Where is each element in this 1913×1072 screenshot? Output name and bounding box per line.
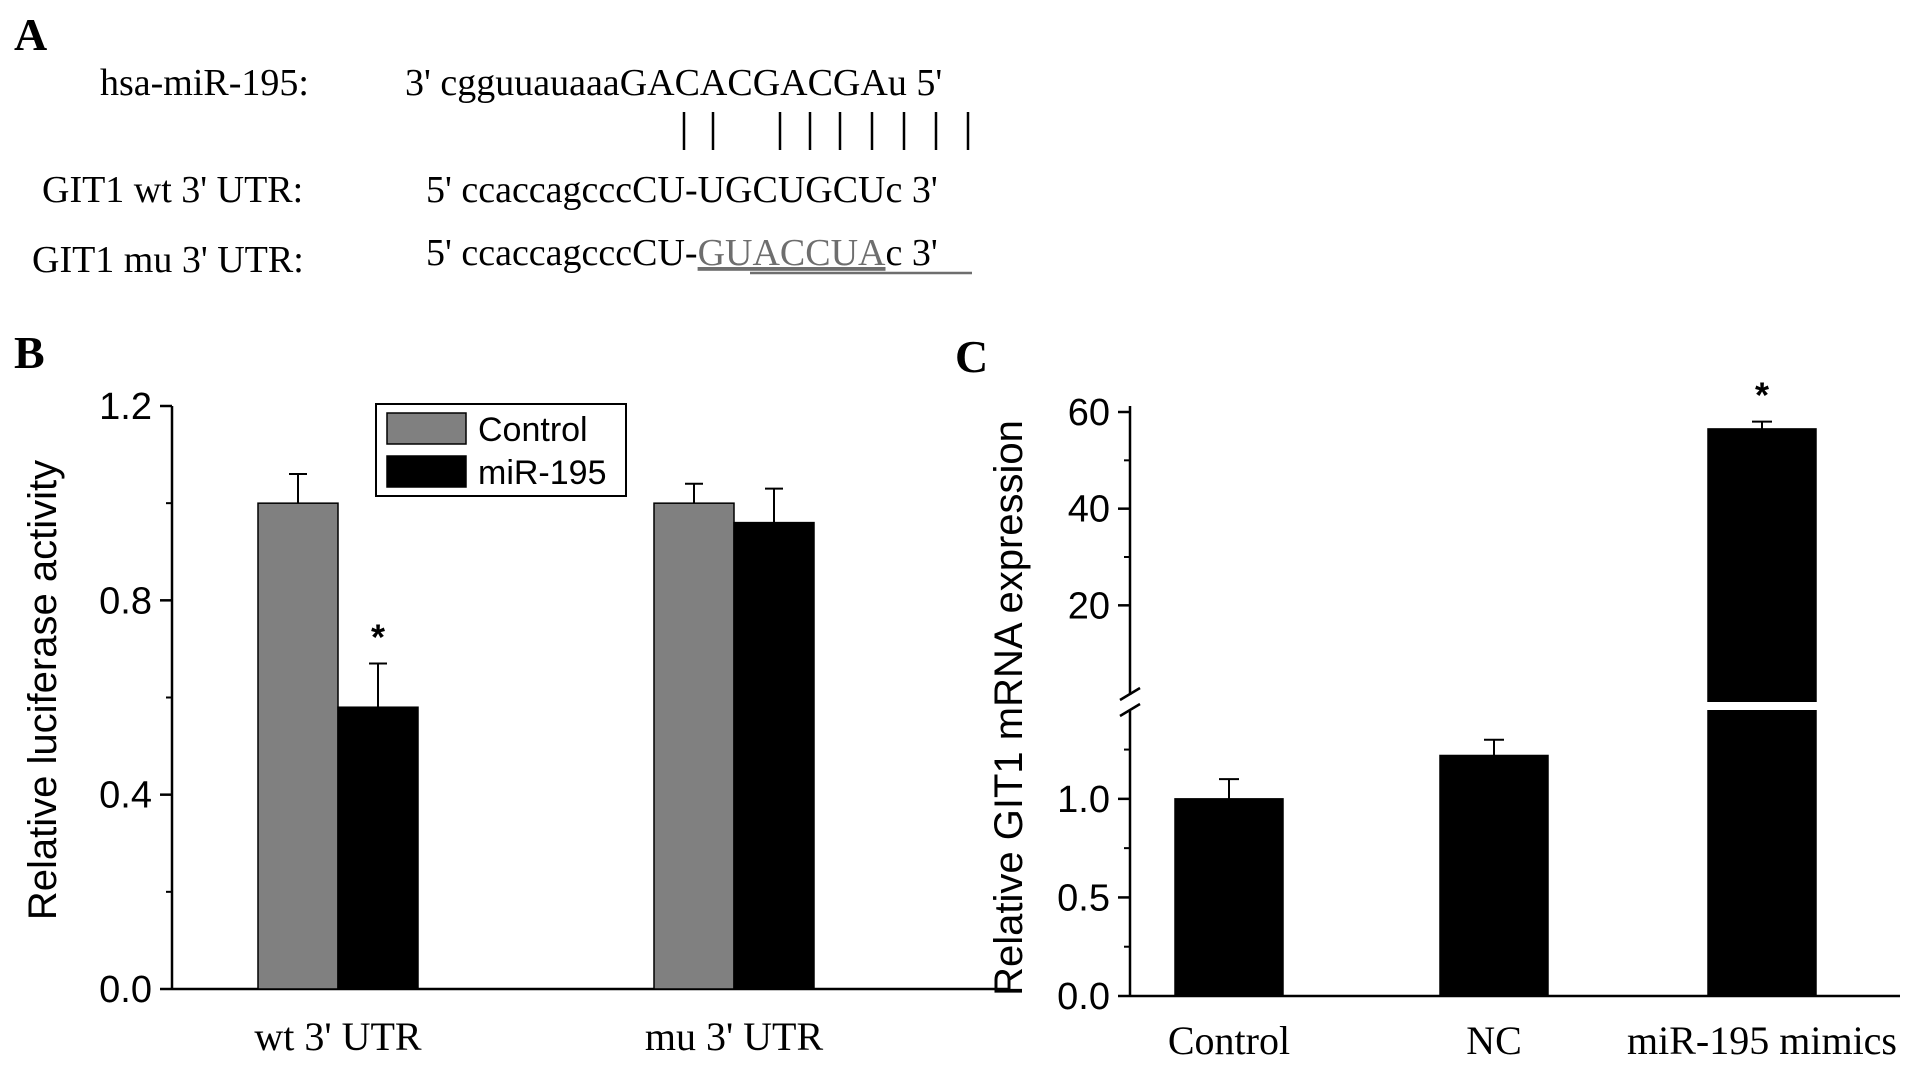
- mirna-seq-core: GACACGACGA: [620, 62, 889, 104]
- panel-b-ylabel: Relative luciferase activity: [21, 460, 65, 920]
- chart-b-legend: Control miR-195: [375, 403, 627, 497]
- legend-swatch-mir195: [386, 455, 467, 488]
- mirna-seq-prefix: 3' cgguuauaaa: [405, 62, 620, 104]
- legend-swatch-control: [386, 412, 467, 445]
- mirna-seq-suffix: u 5': [888, 62, 942, 104]
- y-tick-label: 0.5: [1057, 877, 1110, 919]
- y-tick-label: 1.0: [1057, 779, 1110, 821]
- panel-c-letter: C: [955, 331, 988, 382]
- mirna-sequence: 3' cgguuauaaaGACACGACGAu 5': [405, 62, 942, 104]
- x-tick-label: miR-195 mimics: [1627, 1018, 1897, 1063]
- wt-utr-label: GIT1 wt 3' UTR:: [42, 169, 303, 211]
- wt-seq-prefix: 5' ccaccagccc: [426, 169, 632, 211]
- significance-mark: *: [371, 616, 385, 657]
- panel-a: A hsa-miR-195: 3' cgguuauaaaGACACGACGAu …: [14, 9, 972, 281]
- bar: [653, 502, 735, 990]
- panel-b: B Relative luciferase activity 0.0 0.4 0.8…: [14, 327, 1008, 1059]
- chart-c: 0.0 0.5 1.0 20 40 60 Control NC miR-195 mimics *: [1057, 375, 1900, 1063]
- bar: [337, 706, 419, 990]
- chart-b: 0.0 0.4 0.8 1.2 wt 3' UTR mu 3' UTR *: [99, 386, 1008, 1059]
- panel-a-letter: A: [14, 9, 47, 60]
- y-tick-label: 0.0: [99, 969, 152, 1011]
- bar: [733, 521, 815, 990]
- axis-break-mark: [1119, 702, 1141, 718]
- wt-seq-core: CU-UGCUGCU: [632, 169, 885, 211]
- wt-seq-suffix: c 3': [886, 169, 938, 211]
- bar-upper-segment: [1707, 428, 1817, 703]
- y-tick-label: 0.0: [1057, 976, 1110, 1018]
- legend-label-control: Control: [478, 411, 588, 449]
- x-tick-label: Control: [1168, 1018, 1290, 1063]
- x-tick-label: NC: [1466, 1018, 1522, 1063]
- y-tick-label: 20: [1068, 585, 1110, 627]
- panel-c: C Relative GIT1 mRNA expression 0.0 0.5 1.…: [955, 331, 1900, 1063]
- mu-seq-suffix: c 3': [886, 232, 938, 274]
- bar-break-gap: [1707, 702, 1817, 710]
- legend-label-mir195: miR-195: [478, 454, 606, 492]
- y-tick-label: 0.4: [99, 775, 152, 817]
- bar-lower-segment: [1707, 709, 1817, 997]
- y-tick-label: 0.8: [99, 580, 152, 622]
- panel-c-ylabel: Relative GIT1 mRNA expression: [987, 420, 1031, 996]
- mu-seq-prefix: 5' ccaccagcccCU-: [426, 232, 698, 274]
- bar: [257, 502, 339, 990]
- bar: [1439, 754, 1549, 997]
- mirna-label: hsa-miR-195:: [100, 62, 309, 104]
- mu-seq-mutated: GUACCUA: [698, 232, 886, 274]
- mu-utr-sequence: 5' ccaccagcccCU-GUACCUAc 3': [426, 232, 938, 274]
- base-pair-lines: [682, 112, 970, 150]
- y-tick-label: 60: [1068, 392, 1110, 434]
- mu-utr-label: GIT1 mu 3' UTR:: [32, 239, 304, 281]
- significance-mark: *: [1755, 375, 1769, 416]
- x-tick-label: wt 3' UTR: [254, 1014, 422, 1059]
- axis-break-mark: [1119, 686, 1141, 702]
- panel-b-letter: B: [14, 327, 45, 378]
- bar: [1174, 798, 1284, 997]
- y-tick-label: 1.2: [99, 386, 152, 428]
- y-tick-label: 40: [1068, 489, 1110, 531]
- x-tick-label: mu 3' UTR: [645, 1014, 824, 1059]
- wt-utr-sequence: 5' ccaccagcccCU-UGCUGCUc 3': [426, 169, 938, 211]
